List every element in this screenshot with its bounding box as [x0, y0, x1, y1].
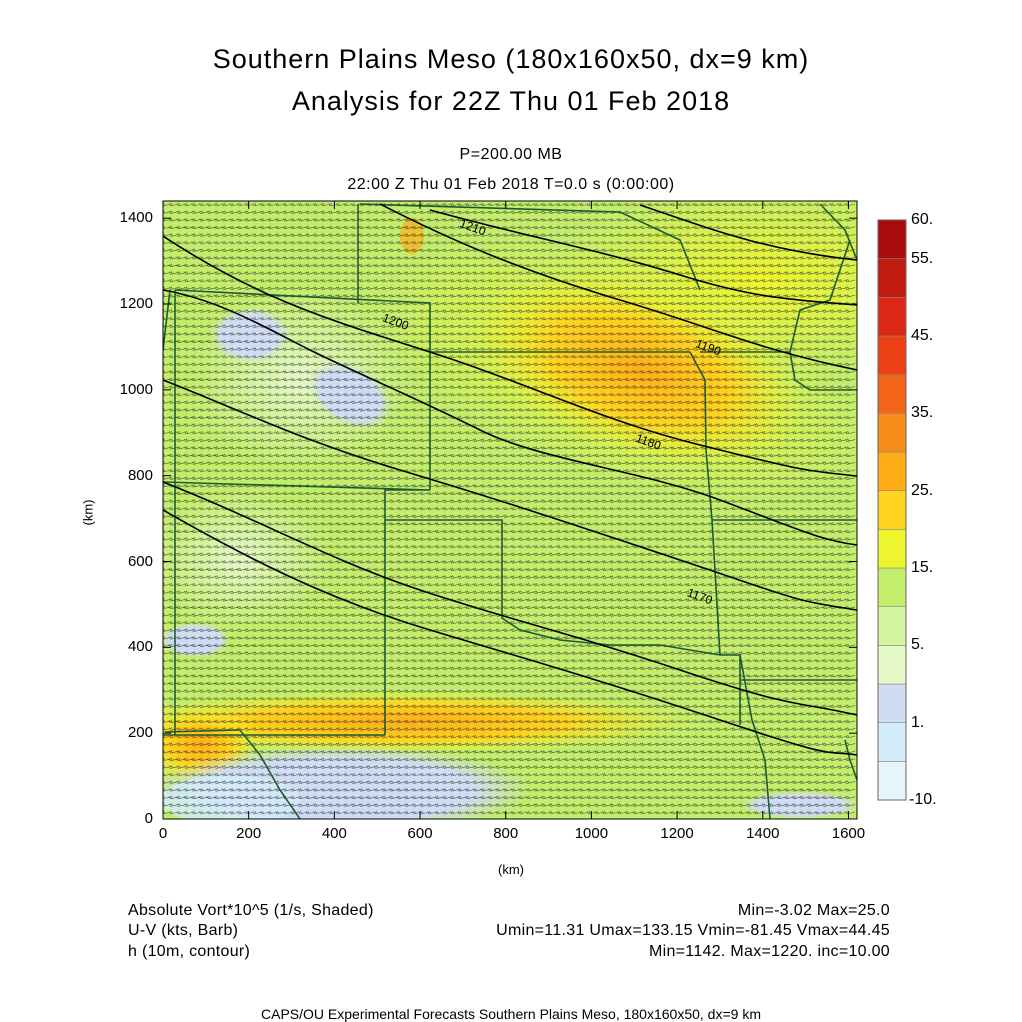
x-tick-label-6: 1200 — [660, 825, 694, 842]
y-tick-label-1: 200 — [127, 724, 153, 742]
axis-ticks — [162, 201, 857, 820]
state-border-1 — [174, 289, 431, 490]
shading-lightblue-south — [163, 775, 300, 819]
colorbar-swatch-1 — [877, 722, 907, 762]
y-tick-label-0: 0 — [144, 810, 153, 827]
state-border-20 — [819, 203, 857, 261]
colorbar-label-8: -10. — [909, 791, 937, 808]
pressure-level: P=200.00 MB — [459, 146, 563, 163]
colorbar-label-7: 1. — [911, 713, 925, 731]
colorbar-swatch-11 — [877, 335, 907, 375]
colorbar-label-5: 15. — [911, 559, 934, 576]
state-border-21 — [844, 739, 857, 781]
height-contour-1 — [163, 235, 857, 477]
height-contour-7 — [429, 209, 857, 306]
colorbar-label-3: 35. — [911, 404, 934, 422]
barb-field-label: U-V (kts, Barb) — [128, 922, 239, 939]
shading-lightgreen-sw — [163, 490, 330, 630]
height-contour-5 — [163, 509, 857, 756]
colorbar-swatch-8 — [877, 451, 907, 491]
colorbar-label-6: 5. — [911, 636, 925, 654]
colorbar-swatch-9 — [877, 413, 907, 453]
x-tick-label-3: 600 — [407, 825, 433, 842]
state-border-14 — [164, 729, 301, 819]
y-tick-label-2: 400 — [127, 638, 153, 656]
colorbar-swatch-13 — [877, 258, 907, 298]
colorbar-swatch-10 — [877, 374, 907, 414]
y-tick-label-3: 600 — [127, 552, 153, 570]
colorbar-label-4: 25. — [911, 481, 934, 499]
state-border-8 — [163, 481, 431, 520]
height-contour-2 — [163, 289, 857, 546]
contour-field-label: h (10m, contour) — [128, 943, 251, 960]
colorbar-swatch-7 — [877, 490, 907, 530]
height-contour-4 — [163, 481, 857, 716]
colorbar-label-1: 55. — [911, 249, 934, 267]
colorbar-label-0: 60. — [911, 211, 934, 228]
x-tick-label-0: 0 — [158, 825, 168, 842]
wind-barb-grid — [163, 202, 856, 815]
state-border-16 — [700, 239, 851, 353]
colorbar-label-2: 45. — [911, 327, 934, 344]
colorbar-swatch-3 — [877, 645, 907, 685]
x-axis-label: (km) — [498, 862, 524, 877]
x-tick-label-8: 1600 — [831, 825, 866, 842]
colorbar-frame — [877, 219, 907, 801]
x-tick-label-5: 1000 — [574, 825, 609, 842]
shading-orange-max — [476, 273, 804, 467]
plot-title: Southern Plains Meso (180x160x50, dx=9 k… — [212, 44, 810, 74]
x-tick-label-2: 400 — [321, 825, 347, 842]
state-border-7 — [689, 351, 713, 521]
plot-frame — [162, 200, 858, 820]
shaded-field-range: Min=-3.02 Max=25.0 — [737, 902, 890, 919]
state-border-2 — [163, 289, 171, 351]
x-tick-label-7: 1400 — [746, 825, 780, 842]
y-tick-label-6: 1200 — [119, 295, 153, 312]
colorbar-swatch-0 — [877, 761, 907, 801]
height-contours — [163, 203, 857, 756]
colorbar — [877, 219, 907, 801]
height-contour-8 — [639, 204, 857, 261]
x-tick-label-4: 800 — [493, 825, 519, 842]
state-border-6 — [359, 203, 701, 291]
colorbar-swatch-2 — [877, 683, 907, 723]
colorbar-swatch-12 — [877, 297, 907, 337]
y-tick-label-5: 1000 — [119, 380, 153, 398]
plot-subtitle: Analysis for 22Z Thu 01 Feb 2018 — [291, 86, 731, 116]
shaded-field-label: Absolute Vort*10^5 (1/s, Shaded) — [128, 902, 374, 919]
x-tick-label-1: 200 — [236, 825, 262, 842]
contour-field-range: Min=1142. Max=1220. inc=10.00 — [648, 943, 890, 960]
height-contour-3 — [163, 379, 857, 611]
state-border-12 — [711, 519, 721, 656]
colorbar-swatch-6 — [877, 529, 907, 569]
height-contour-6 — [379, 203, 857, 371]
y-tick-label-7: 1400 — [119, 209, 153, 227]
colorbar-swatch-5 — [877, 567, 907, 607]
y-axis-label: (km) — [80, 499, 96, 526]
state-borders — [163, 203, 857, 819]
wind-barbs — [163, 202, 856, 815]
barb-field-range: Umin=11.31 Umax=133.15 Vmin=-81.45 Vmax=… — [496, 922, 890, 939]
state-border-9 — [385, 519, 721, 656]
colorbar-swatch-14 — [877, 219, 907, 259]
colorbar-swatch-4 — [877, 606, 907, 646]
y-tick-label-4: 800 — [127, 466, 153, 484]
state-border-15 — [739, 654, 771, 819]
footer-credit: CAPS/OU Experimental Forecasts Southern … — [261, 1006, 761, 1022]
valid-time: 22:00 Z Thu 01 Feb 2018 T=0.0 s (0:00:00… — [347, 176, 675, 193]
state-border-17 — [789, 351, 850, 391]
